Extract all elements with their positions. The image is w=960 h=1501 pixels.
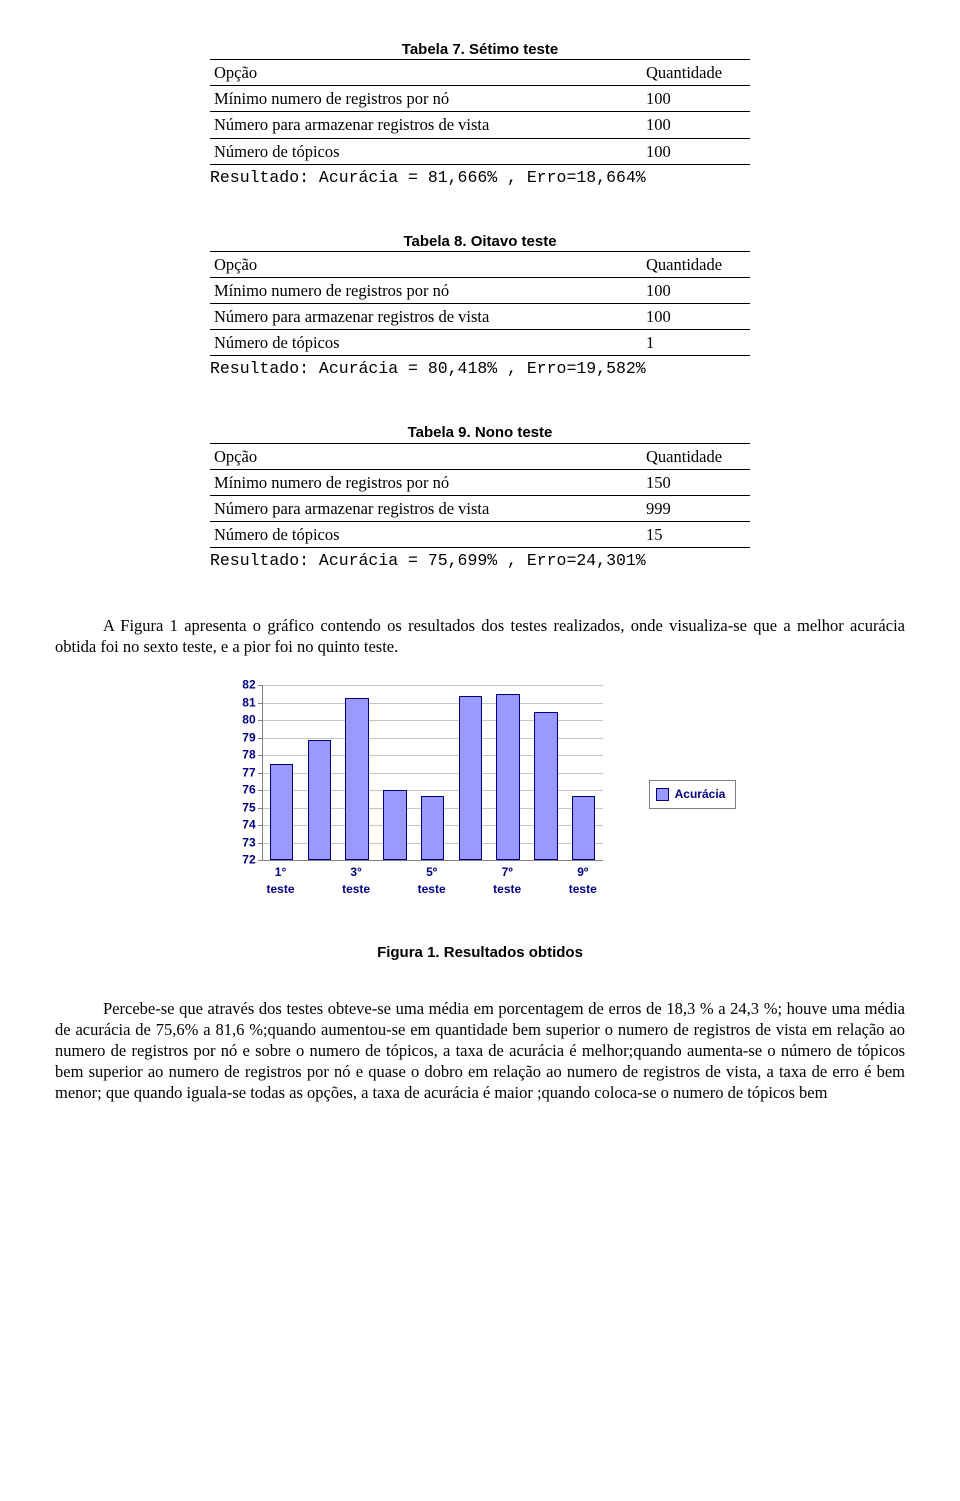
chart-bar [496,694,519,860]
table-cell: Mínimo numero de registros por nó [210,278,642,304]
legend-label: Acurácia [675,787,726,802]
bar-chart: 72 73 74 75 76 77 78 79 80 81 82 1°teste 3°teste 5ºt… [224,679,614,909]
y-tick-label: 74 [224,818,256,833]
y-tick-label: 81 [224,695,256,710]
table-cell: 100 [642,278,750,304]
chart-bar [421,796,444,861]
data-table: OpçãoQuantidadeMínimo numero de registro… [210,59,750,164]
y-tick-label: 82 [224,678,256,693]
table-caption: Tabela 7. Sétimo teste [210,40,750,59]
table-row: Número de tópicos100 [210,138,750,164]
x-tick-label: 9ºteste [569,864,597,896]
table-header-cell: Opção [210,251,642,277]
table-row: Número para armazenar registros de vista… [210,112,750,138]
table-header-cell: Quantidade [642,443,750,469]
table-block-7: Tabela 7. Sétimo testeOpçãoQuantidadeMín… [210,40,750,188]
table-row: Número de tópicos1 [210,330,750,356]
paragraph-intro: A Figura 1 apresenta o gráfico contendo … [55,615,905,657]
table-row: Número para armazenar registros de vista… [210,495,750,521]
paragraph-conclusion: Percebe-se que através dos testes obteve… [55,998,905,1104]
chart-bar [383,790,406,860]
table-cell: 15 [642,521,750,547]
table-cell: 100 [642,112,750,138]
table-header-cell: Opção [210,443,642,469]
table-cell: 1 [642,330,750,356]
table-cell: Número de tópicos [210,521,642,547]
data-table: OpçãoQuantidadeMínimo numero de registro… [210,443,750,548]
x-tick-label: 5ºteste [418,864,446,896]
table-cell: 100 [642,86,750,112]
table-row: Mínimo numero de registros por nó100 [210,86,750,112]
chart-bar [270,764,293,860]
legend-swatch [656,788,669,801]
y-tick-label: 78 [224,748,256,763]
y-tick-label: 80 [224,713,256,728]
table-cell: Mínimo numero de registros por nó [210,86,642,112]
figure-1: 72 73 74 75 76 77 78 79 80 81 82 1°teste 3°teste 5ºt… [55,679,905,914]
chart-bar [572,796,595,861]
table-header-cell: Quantidade [642,251,750,277]
y-tick-label: 76 [224,783,256,798]
chart-bar [459,696,482,861]
table-row: Mínimo numero de registros por nó150 [210,469,750,495]
table-cell: Número de tópicos [210,138,642,164]
y-tick-label: 73 [224,835,256,850]
x-tick-label: 7ºteste [493,864,521,896]
chart-bar [345,698,368,861]
chart-legend: Acurácia [649,780,737,809]
table-cell: 999 [642,495,750,521]
table-row: Mínimo numero de registros por nó100 [210,278,750,304]
table-cell: Mínimo numero de registros por nó [210,469,642,495]
table-caption: Tabela 8. Oitavo teste [210,232,750,251]
table-cell: Número para armazenar registros de vista [210,112,642,138]
table-block-8: Tabela 8. Oitavo testeOpçãoQuantidadeMín… [210,232,750,380]
figure-caption: Figura 1. Resultados obtidos [55,943,905,962]
table-caption: Tabela 9. Nono teste [210,423,750,442]
y-tick-label: 79 [224,730,256,745]
y-tick-label: 72 [224,853,256,868]
y-tick-label: 75 [224,800,256,815]
x-tick-label: 3°teste [342,864,370,896]
chart-bar [534,712,557,861]
table-cell: 100 [642,304,750,330]
table-header-cell: Quantidade [642,60,750,86]
table-cell: 150 [642,469,750,495]
result-line: Resultado: Acurácia = 80,418% , Erro=19,… [210,358,750,379]
table-cell: 100 [642,138,750,164]
table-row: Número de tópicos15 [210,521,750,547]
table-cell: Número de tópicos [210,330,642,356]
table-cell: Número para armazenar registros de vista [210,304,642,330]
table-cell: Número para armazenar registros de vista [210,495,642,521]
table-header-cell: Opção [210,60,642,86]
table-block-9: Tabela 9. Nono testeOpçãoQuantidadeMínim… [210,423,750,571]
y-tick-label: 77 [224,765,256,780]
result-line: Resultado: Acurácia = 75,699% , Erro=24,… [210,550,750,571]
table-row: Número para armazenar registros de vista… [210,304,750,330]
data-table: OpçãoQuantidadeMínimo numero de registro… [210,251,750,356]
result-line: Resultado: Acurácia = 81,666% , Erro=18,… [210,167,750,188]
chart-bar [308,740,331,861]
x-tick-label: 1°teste [267,864,295,896]
